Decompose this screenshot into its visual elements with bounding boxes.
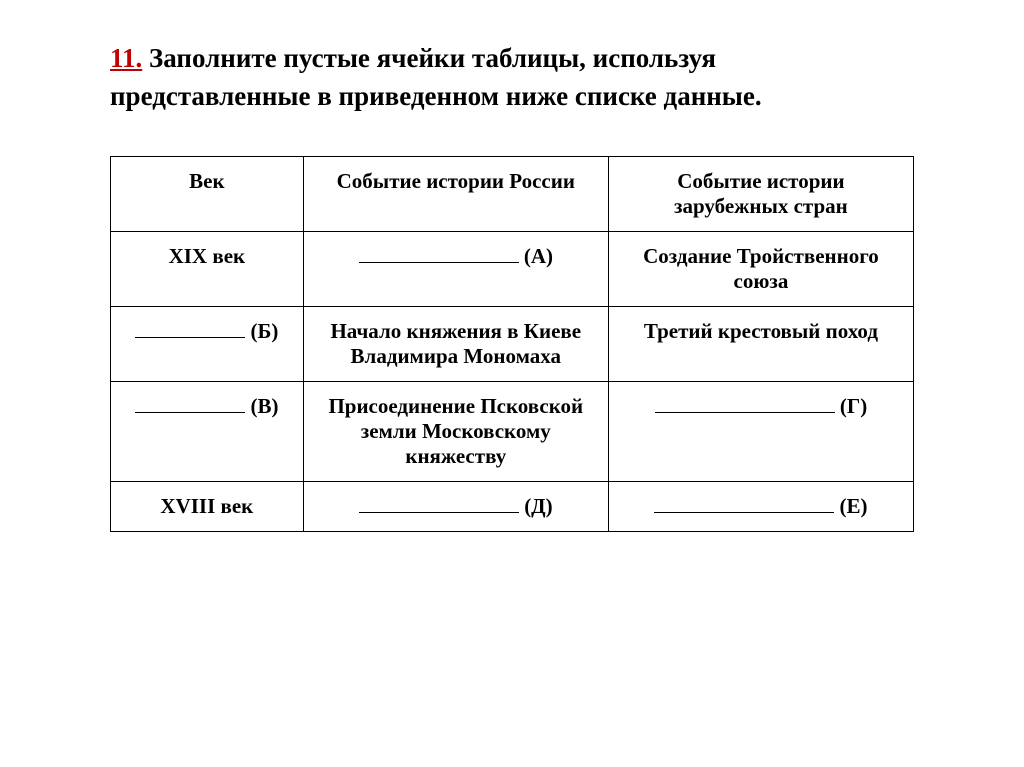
table-cell: Начало княжения в Киеве Владимира Монома… <box>303 306 608 381</box>
blank-line <box>654 512 834 513</box>
table-cell: (Г) <box>608 381 913 481</box>
table-cell: Третий крестовый поход <box>608 306 913 381</box>
table-row: XIX век (А) Создание Тройственного союза <box>111 231 914 306</box>
table-cell: (А) <box>303 231 608 306</box>
blank-label: (Е) <box>834 494 867 518</box>
blank-line <box>359 262 519 263</box>
table-body: XIX век (А)Создание Тройственного союза … <box>111 231 914 531</box>
task-title: 11. Заполните пустые ячейки таблицы, исп… <box>110 40 914 116</box>
table-header-row: Век Событие истории России Событие истор… <box>111 156 914 231</box>
history-table: Век Событие истории России Событие истор… <box>110 156 914 532</box>
blank-label: (Г) <box>835 394 868 418</box>
table-row: (В) Присоединение Псковской земли Московс… <box>111 381 914 481</box>
blank-label: (В) <box>245 394 278 418</box>
table-cell: Присоединение Псковской земли Московском… <box>303 381 608 481</box>
blank-label: (Б) <box>245 319 278 343</box>
table-row: (Б) Начало княжения в Киеве Владимира Мон… <box>111 306 914 381</box>
header-russia-event: Событие истории России <box>303 156 608 231</box>
table-cell: XIX век <box>111 231 304 306</box>
blank-label: (А) <box>519 244 553 268</box>
table-cell: (Д) <box>303 481 608 531</box>
table-cell: XVIII век <box>111 481 304 531</box>
table-cell: Создание Тройственного союза <box>608 231 913 306</box>
blank-line <box>135 412 245 413</box>
header-foreign-event: Событие истории зарубежных стран <box>608 156 913 231</box>
table-cell: (В) <box>111 381 304 481</box>
table-cell: (Е) <box>608 481 913 531</box>
task-number: 11. <box>110 43 142 73</box>
blank-line <box>655 412 835 413</box>
table-cell: (Б) <box>111 306 304 381</box>
header-century: Век <box>111 156 304 231</box>
blank-line <box>135 337 245 338</box>
task-text: Заполните пустые ячейки таблицы, использ… <box>110 43 762 111</box>
blank-label: (Д) <box>519 494 553 518</box>
blank-line <box>359 512 519 513</box>
table-row: XVIII век (Д) (Е) <box>111 481 914 531</box>
